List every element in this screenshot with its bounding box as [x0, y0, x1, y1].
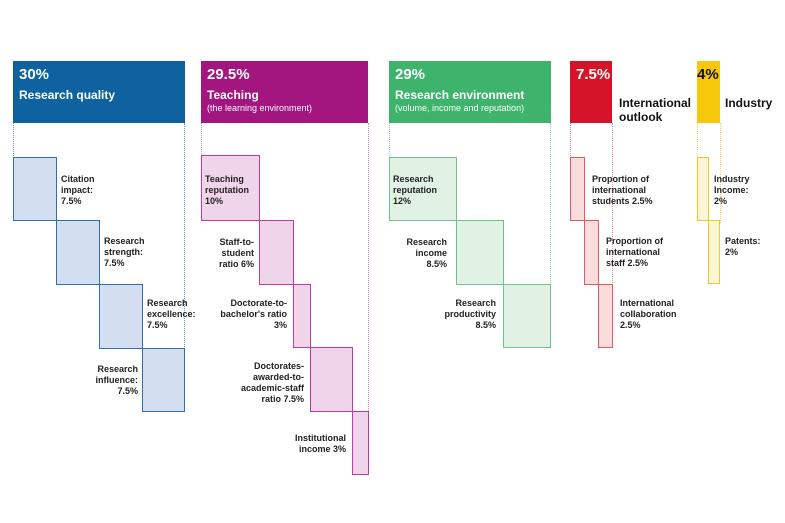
metric-label: Research reputation 12%: [393, 174, 437, 206]
metric-box-international-staff: [584, 220, 599, 285]
connector-line: [201, 123, 202, 158]
metric-box-research-income: [456, 220, 504, 285]
connector-line: [389, 123, 390, 158]
metric-box-doctorate-bachelor-ratio: [293, 284, 311, 348]
pillar-title: Research quality: [19, 88, 116, 102]
metric-box-doctorates-awarded: [310, 347, 353, 412]
metric-label: Patents: 2%: [725, 236, 761, 257]
metric-label: Doctorates-awarded-to-academic-staff rat…: [240, 361, 304, 404]
metric-label: Proportion of international staff 2.5%: [606, 236, 663, 268]
pillar-percent: 30%: [19, 66, 50, 83]
metric-label: Doctorate-to-bachelor's ratio 3%: [220, 298, 287, 330]
pillar-title: Industry: [725, 96, 773, 110]
pillar-header-teaching: 29.5% Teaching (the learning environment…: [201, 61, 368, 123]
metric-box-citation-impact: [13, 157, 57, 221]
connector-line: [697, 123, 698, 158]
pillar-percent: 4%: [697, 66, 719, 83]
metric-label: Research income 8.5%: [406, 237, 447, 269]
metric-label: Proportion of international students 2.5…: [592, 174, 653, 206]
connector-line: [184, 123, 185, 349]
metric-box-research-influence: [142, 348, 185, 412]
pillar-percent: 29.5%: [207, 66, 250, 83]
metric-box-research-strength: [56, 220, 100, 285]
metric-label: International collaboration 2.5%: [620, 298, 677, 330]
metric-label: Teaching reputation 10%: [205, 174, 249, 206]
pillar-title: Teaching: [207, 88, 259, 102]
metric-box-research-reputation: [389, 157, 457, 221]
pillar-percent: 29%: [395, 66, 426, 83]
metric-box-research-excellence: [99, 284, 143, 349]
pillar-header-research-environment: 29% Research environment (volume, income…: [389, 61, 551, 123]
metric-box-research-productivity: [503, 284, 551, 348]
metric-box-institutional-income: [352, 411, 369, 475]
pillar-subtitle: (the learning environment): [207, 103, 313, 113]
pillar-title: International outlook: [619, 96, 692, 124]
pillar-header-international-outlook: 7.5%: [570, 61, 612, 123]
connector-line: [570, 123, 571, 158]
pillar-header-research-quality: 30% Research quality: [13, 61, 185, 123]
connector-line: [550, 123, 551, 285]
metric-box-patents: [708, 220, 720, 284]
metric-label: Staff-to-student ratio 6%: [218, 237, 254, 269]
connector-line: [720, 123, 721, 223]
metric-label: Research strength: 7.5%: [104, 236, 145, 268]
connector-line: [13, 123, 14, 158]
pillar-subtitle: (volume, income and reputation): [395, 103, 525, 113]
metric-box-industry-income: [697, 157, 709, 221]
pillar-header-industry: 4%: [697, 61, 720, 123]
pillar-title: Research environment: [395, 88, 525, 102]
connector-line: [368, 123, 369, 413]
metric-label: Research excellence: 7.5%: [147, 298, 196, 330]
metric-box-international-students: [570, 157, 585, 221]
metric-box-staff-student-ratio: [259, 220, 294, 285]
metric-label: Industry Income: 2%: [714, 174, 750, 206]
metric-label: Institutional income 3%: [295, 433, 346, 454]
metric-label: Research influence: 7.5%: [95, 364, 138, 396]
pillar-percent: 7.5%: [576, 66, 611, 83]
metric-box-teaching-reputation: [201, 155, 260, 221]
metric-label: Citation impact: 7.5%: [61, 174, 95, 206]
metric-label: Research productivity 8.5%: [444, 298, 496, 330]
metric-box-international-collaboration: [598, 284, 613, 348]
connector-line: [612, 123, 613, 285]
